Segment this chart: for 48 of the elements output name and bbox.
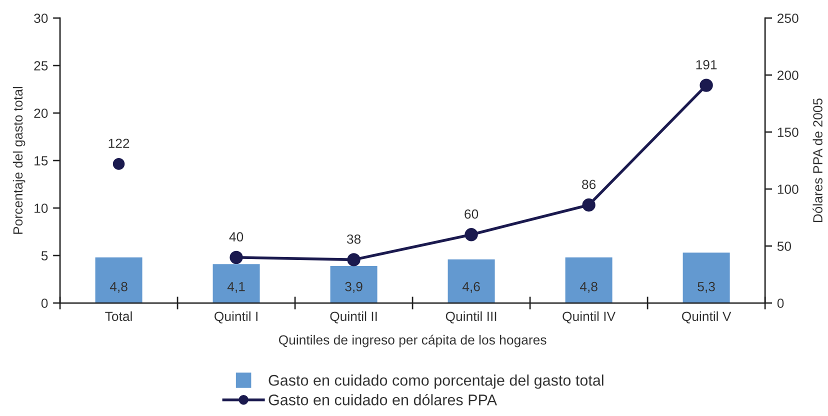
x-tick-label: Quintil I bbox=[214, 311, 258, 324]
bar bbox=[682, 252, 730, 304]
bar bbox=[212, 264, 260, 304]
point bbox=[230, 250, 243, 264]
y2-tick-label: 250 bbox=[778, 14, 798, 23]
legend-label: Gasto en cuidado como porcentaje del gasto total bbox=[268, 374, 604, 389]
x-tick-label: Quintil V bbox=[682, 311, 732, 324]
bar bbox=[95, 257, 142, 304]
x-tick-label: Quintil IV bbox=[562, 311, 616, 324]
y2-tick-label: 150 bbox=[778, 128, 798, 137]
point bbox=[347, 253, 360, 266]
y-axis-title: Porcentaje del gasto total bbox=[12, 86, 26, 234]
x-tick-label: Total bbox=[105, 311, 132, 322]
data-label: 4,1 bbox=[227, 282, 245, 293]
y2-tick-label: 0 bbox=[777, 298, 784, 308]
y-tick-label: 25 bbox=[34, 61, 48, 70]
data-label: 86 bbox=[582, 180, 596, 190]
point bbox=[582, 198, 596, 212]
data-label: 38 bbox=[346, 234, 361, 244]
x-axis-title: Quintiles de ingreso per cápita de los hogares bbox=[278, 334, 546, 348]
data-label: 5,3 bbox=[698, 282, 715, 293]
point bbox=[464, 228, 478, 242]
data-label: 4,6 bbox=[462, 282, 480, 293]
data-label: 60 bbox=[464, 209, 478, 219]
y-tick-label: 20 bbox=[34, 108, 48, 118]
y2-axis-title: Dólares PPA de 2005 bbox=[812, 98, 822, 222]
x-tick-label: Quintil II bbox=[330, 311, 377, 324]
bar bbox=[330, 266, 378, 304]
y2-tick-label: 100 bbox=[778, 184, 798, 194]
data-label: 4,8 bbox=[580, 282, 598, 293]
y-tick-label: 30 bbox=[34, 14, 48, 23]
data-label: 40 bbox=[229, 232, 244, 242]
point bbox=[112, 158, 125, 170]
bar bbox=[565, 257, 612, 304]
y2-tick-label: 50 bbox=[777, 242, 792, 251]
x-tick-label: Quintil III bbox=[446, 311, 496, 324]
y-tick-label: 5 bbox=[41, 251, 48, 260]
data-label: 3,9 bbox=[345, 282, 362, 293]
y2-tick-label: 200 bbox=[778, 70, 798, 80]
data-label: 122 bbox=[108, 138, 130, 148]
data-label: 191 bbox=[696, 60, 717, 70]
y-tick-label: 15 bbox=[34, 156, 48, 166]
data-label: 4,8 bbox=[110, 282, 128, 293]
bar bbox=[448, 259, 495, 304]
legend-label: Gasto en cuidado en dólares PPA bbox=[268, 394, 498, 406]
y-tick-label: 0 bbox=[41, 298, 48, 308]
point bbox=[700, 78, 713, 92]
y-tick-label: 10 bbox=[34, 204, 48, 213]
